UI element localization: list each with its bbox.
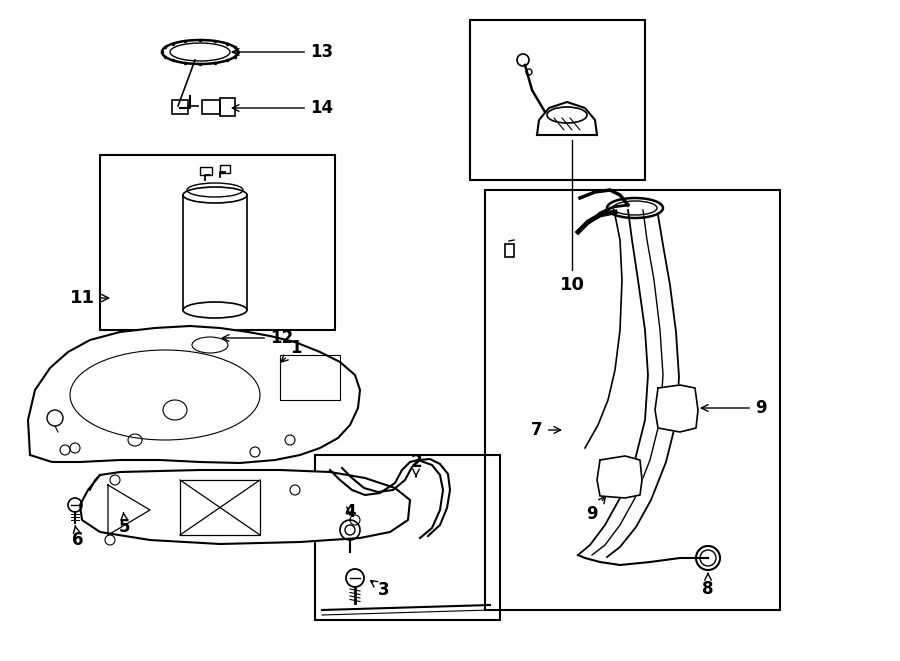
Bar xyxy=(220,98,235,116)
Text: 4: 4 xyxy=(344,503,356,521)
Text: 9: 9 xyxy=(586,496,606,523)
Text: 5: 5 xyxy=(119,512,130,536)
Bar xyxy=(172,100,188,114)
Text: 14: 14 xyxy=(232,99,333,117)
Bar xyxy=(280,355,340,400)
Bar xyxy=(470,20,645,180)
Polygon shape xyxy=(655,385,698,432)
Text: 12: 12 xyxy=(222,329,293,347)
Text: 13: 13 xyxy=(232,43,333,61)
Polygon shape xyxy=(597,456,642,498)
Polygon shape xyxy=(28,326,360,463)
Text: 6: 6 xyxy=(72,525,84,549)
Bar xyxy=(505,244,514,257)
Text: 2: 2 xyxy=(410,453,422,477)
Polygon shape xyxy=(80,470,410,544)
Bar xyxy=(100,155,335,330)
Bar xyxy=(200,167,212,175)
Text: 10: 10 xyxy=(560,276,584,294)
Text: 8: 8 xyxy=(702,574,714,598)
Text: 1: 1 xyxy=(281,339,302,362)
Text: 7: 7 xyxy=(531,421,561,439)
Bar xyxy=(315,455,500,620)
Bar xyxy=(485,190,780,610)
Text: 9: 9 xyxy=(701,399,767,417)
Bar xyxy=(180,480,260,535)
Text: 11: 11 xyxy=(70,289,109,307)
Bar xyxy=(202,100,220,114)
Text: 3: 3 xyxy=(371,580,390,599)
Bar xyxy=(220,165,230,173)
